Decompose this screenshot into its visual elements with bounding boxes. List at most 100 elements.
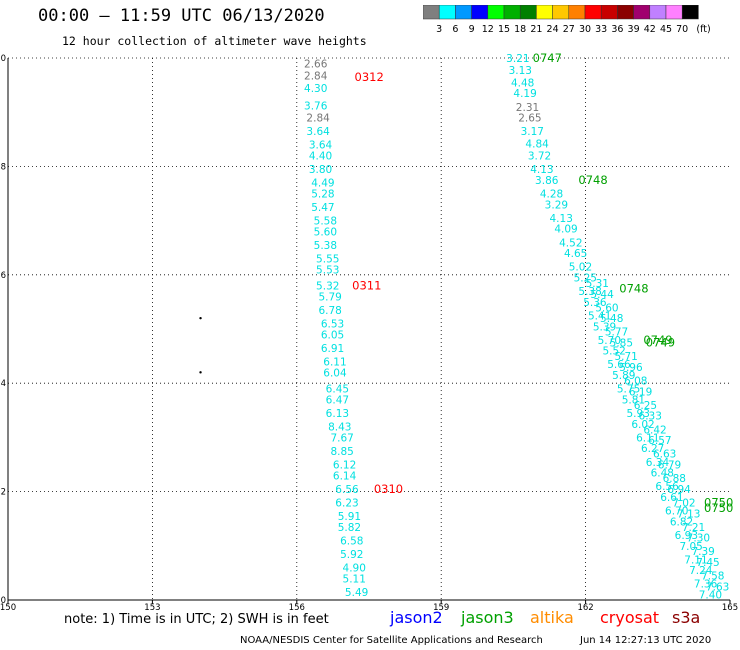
wave-height-value: 5.70	[598, 335, 621, 347]
wave-height-value: 5.53	[316, 264, 339, 276]
y-tick-label: 30	[0, 54, 6, 64]
wave-height-value: 7.02	[672, 497, 695, 509]
y-tick-label: 28	[0, 162, 6, 172]
wave-height-value: 5.32	[316, 281, 339, 293]
pass-time-label: 0311	[352, 279, 381, 293]
wave-height-value: 2.65	[518, 113, 541, 125]
wave-height-value: 4.90	[343, 562, 366, 574]
colorbar-label: 12	[482, 24, 494, 35]
wave-height-value: 5.25	[574, 273, 597, 285]
wave-height-value: 7.13	[677, 508, 700, 520]
wave-height-value: 6.91	[321, 343, 344, 355]
wave-height-value: 6.34	[646, 457, 670, 469]
wave-height-value: 4.40	[309, 151, 332, 163]
wave-height-value: 5.60	[595, 302, 618, 314]
wave-height-value: 6.19	[629, 386, 652, 398]
wave-height-value: 7.39	[691, 546, 714, 558]
wave-height-value: 6.79	[658, 460, 681, 472]
legend-jason2: jason2	[390, 608, 443, 627]
wave-height-value: 5.77	[605, 327, 628, 339]
wave-height-value: 6.42	[643, 424, 666, 436]
wave-height-value: 7.45	[696, 557, 719, 569]
wave-height-value: 6.08	[624, 375, 647, 387]
colorbar-label: 30	[579, 24, 591, 35]
wave-height-value: 4.09	[554, 224, 577, 236]
pass-time-label: 0750	[704, 495, 733, 509]
wave-height-value: 6.56	[655, 481, 679, 493]
wave-height-value: 5.39	[593, 321, 616, 333]
wave-height-value: 6.05	[321, 329, 344, 341]
wave-height-value: 3.29	[545, 199, 568, 211]
wave-height-value: 7.05	[679, 541, 702, 553]
wave-height-value: 5.11	[343, 573, 366, 585]
colorbar-swatch	[681, 5, 699, 20]
wave-height-plot: 1501531561591621653028262422202.662.844.…	[0, 51, 738, 610]
wave-height-value: 8.43	[328, 422, 351, 434]
wave-height-value: 5.38	[578, 286, 601, 298]
data-dot	[199, 316, 202, 320]
pass-time-label: 0312	[355, 70, 384, 84]
wave-height-value: 3.86	[535, 175, 559, 187]
chart-subtitle: 12 hour collection of altimeter wave hei…	[62, 34, 367, 48]
wave-height-value: 5.60	[314, 226, 337, 238]
legend-cryosat: cryosat	[600, 608, 660, 627]
wave-height-value: 5.82	[338, 522, 361, 534]
wave-height-value: 5.38	[314, 240, 337, 252]
wave-height-value: 5.44	[590, 289, 614, 301]
legend-s3a: s3a	[672, 608, 701, 627]
wave-height-value: 5.47	[311, 202, 334, 214]
wave-height-value: 6.11	[636, 432, 659, 444]
colorbar-label: 3	[436, 24, 442, 35]
wave-height-value: 5.55	[316, 254, 339, 266]
wave-height-value: 6.82	[670, 516, 693, 528]
wave-height-value: 5.81	[622, 394, 645, 406]
wave-height-value: 3.80	[309, 164, 332, 176]
x-tick-label: 153	[144, 603, 160, 610]
colorbar-label: 6	[452, 24, 458, 35]
color-scale-bar: 3 6 9 12 15 18 21 24 27 30 33 36 39 42 45 70 (ft)	[423, 5, 711, 35]
wave-height-value: 6.61	[660, 492, 683, 504]
wave-height-value: 7.40	[699, 590, 722, 602]
wave-height-value: 4.52	[559, 237, 582, 249]
wave-height-value: 6.70	[665, 506, 688, 518]
wave-height-value: 5.93	[627, 408, 650, 420]
wave-height-value: 6.27	[641, 443, 664, 455]
units-note: note: 1) Time is in UTC; 2) SWH is in fe…	[64, 612, 329, 627]
wave-height-value: 6.58	[340, 535, 363, 547]
wave-height-value: 2.31	[516, 102, 539, 114]
wave-height-value: 5.31	[586, 278, 609, 290]
wave-height-value: 3.72	[528, 151, 551, 163]
wave-height-value: 2.84	[306, 113, 330, 125]
wave-height-value: 6.78	[318, 305, 341, 317]
y-tick-label: 20	[0, 596, 6, 606]
colorbar-unit: (ft)	[696, 24, 710, 35]
x-tick-label: 150	[0, 603, 16, 610]
wave-height-value: 7.67	[330, 432, 353, 444]
x-tick-label: 162	[577, 603, 593, 610]
wave-height-value: 6.53	[321, 319, 344, 331]
wave-height-value: 5.66	[607, 359, 631, 371]
colorbar-label: 24	[547, 24, 559, 35]
pass-time-label: 0748	[619, 281, 648, 295]
wave-height-value: 8.85	[330, 446, 353, 458]
wave-height-value: 6.04	[323, 367, 347, 379]
wave-height-value: 6.25	[634, 400, 657, 412]
colorbar-label: 18	[514, 24, 526, 35]
wave-height-value: 5.75	[617, 384, 640, 396]
wave-height-value: 6.88	[663, 473, 686, 485]
wave-height-value: 3.64	[309, 140, 333, 152]
colorbar-label: 33	[595, 24, 607, 35]
wave-height-value: 6.33	[639, 411, 662, 423]
wave-height-value: 6.63	[653, 449, 676, 461]
pass-time-label: 0310	[374, 482, 403, 496]
wave-height-value: 6.12	[333, 460, 356, 472]
wave-height-value: 5.28	[311, 189, 334, 201]
pass-time-label: 0748	[578, 173, 607, 187]
wave-height-value: 5.52	[602, 346, 625, 358]
pass-time-label: 0747	[533, 51, 562, 65]
wave-height-value: 3.76	[304, 101, 328, 113]
wave-height-value: 4.65	[564, 248, 587, 260]
pass-time-label: 0749	[646, 336, 675, 350]
wave-height-value: 7.63	[706, 581, 729, 593]
wave-height-value: 6.13	[326, 408, 349, 420]
